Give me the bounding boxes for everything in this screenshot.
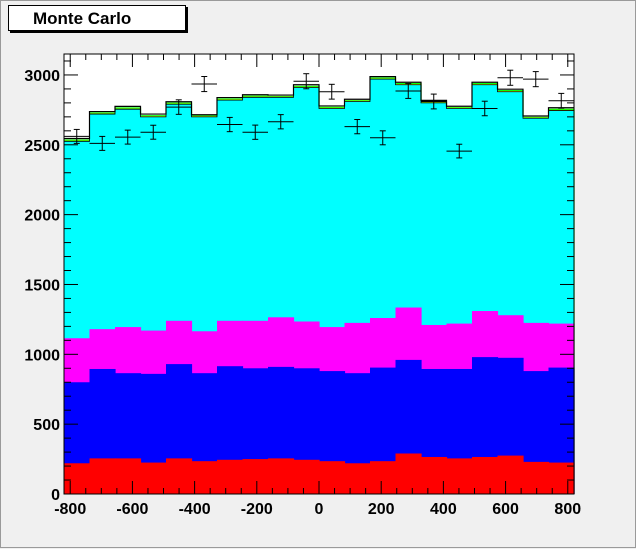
data-point	[523, 71, 549, 88]
y-tick-label: 1500	[24, 277, 60, 294]
data-point	[497, 69, 523, 86]
data-point	[166, 99, 192, 115]
bar-red-17	[497, 455, 524, 494]
data-point	[319, 83, 345, 100]
data-point	[217, 116, 243, 133]
y-tick-label: 2500	[24, 138, 60, 155]
data-point	[446, 143, 472, 159]
y-tick-label: 500	[33, 417, 60, 434]
x-tick-label: 600	[492, 501, 519, 518]
bar-red-9	[293, 459, 320, 494]
y-tick-label: 1000	[24, 347, 60, 364]
x-tick-label: -400	[179, 501, 211, 518]
bar-red-14	[421, 456, 448, 494]
data-point	[191, 75, 217, 93]
bar-red-1	[89, 458, 116, 494]
bar-red-7	[242, 459, 269, 494]
bar-red-2	[115, 458, 142, 494]
data-point	[548, 92, 574, 109]
data-point	[344, 119, 370, 135]
data-points	[64, 69, 574, 159]
bar-red-15	[446, 458, 473, 494]
data-point	[293, 73, 319, 90]
data-point	[242, 124, 268, 140]
y-tick-label: 2000	[24, 208, 60, 225]
stack-outlines	[64, 76, 574, 142]
y-tick-label: 3000	[24, 68, 60, 85]
bar-red-19	[548, 462, 575, 494]
data-point	[395, 83, 421, 99]
axes: -800 -600 -400 -200 0 200 400 600 800 0 500 1000 150…	[24, 54, 581, 518]
bar-red-13	[395, 453, 422, 494]
data-point	[89, 135, 115, 151]
bar-red-3	[140, 462, 167, 494]
data-point	[268, 114, 294, 130]
y-tick-label: 0	[51, 487, 60, 504]
stack-cyan-outline	[64, 78, 574, 142]
chart-title: Monte Carlo	[8, 5, 186, 31]
bar-red-16	[472, 456, 499, 494]
x-tick-label: -600	[116, 501, 148, 518]
bar-red-12	[370, 461, 397, 494]
data-point	[140, 124, 166, 140]
bar-red-6	[217, 459, 244, 494]
stack-fills	[64, 77, 575, 495]
bar-red-18	[523, 461, 550, 494]
data-point	[421, 93, 447, 110]
x-tick-label: 200	[368, 501, 395, 518]
x-tick-label: -200	[241, 501, 273, 518]
x-tick-label: 0	[315, 501, 324, 518]
data-point	[370, 130, 396, 146]
x-tick-label: -800	[54, 501, 86, 518]
x-tick-label: 400	[430, 501, 457, 518]
bar-red-5	[191, 461, 218, 494]
bar-red-10	[319, 461, 346, 494]
data-point	[472, 100, 498, 117]
x-tick-label: 800	[554, 501, 581, 518]
bar-red-11	[344, 463, 371, 494]
data-point	[64, 128, 90, 144]
data-point	[115, 129, 141, 145]
